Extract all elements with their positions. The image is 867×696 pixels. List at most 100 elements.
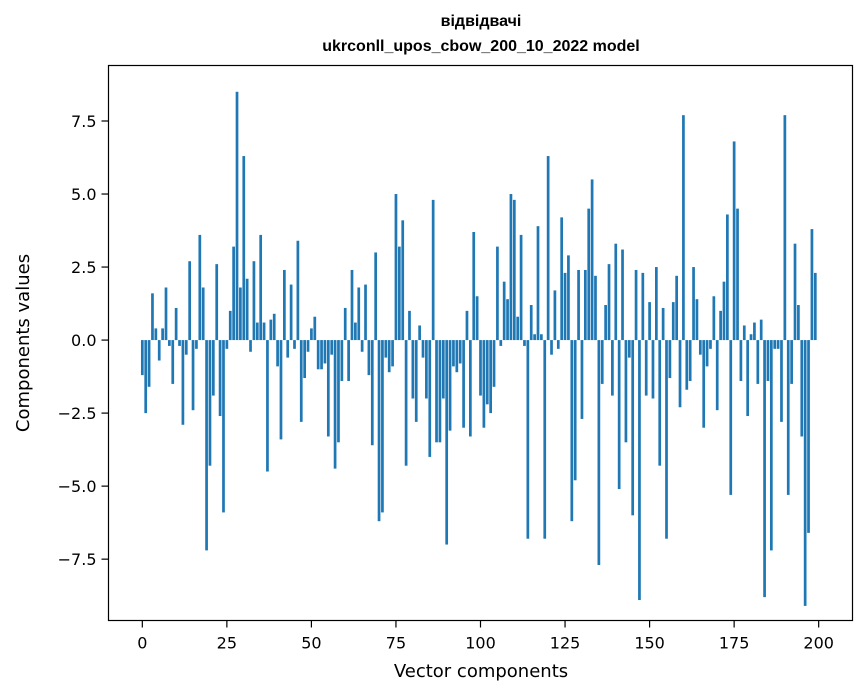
bar-35 xyxy=(259,234,263,341)
bar-141 xyxy=(617,340,621,490)
y-axis-label: Components values xyxy=(13,254,34,432)
bar-139 xyxy=(611,340,614,396)
bar-107 xyxy=(502,281,506,341)
bar-136 xyxy=(600,340,604,384)
bar-155 xyxy=(665,340,668,539)
bar-103 xyxy=(489,340,492,414)
bar-48 xyxy=(303,340,306,379)
bar-32 xyxy=(249,340,252,352)
bar-18 xyxy=(201,287,205,341)
bar-81 xyxy=(414,340,418,422)
bar-137 xyxy=(604,305,607,341)
bar-30 xyxy=(242,156,246,341)
bar-89 xyxy=(441,340,445,399)
x-tick-label: 150 xyxy=(634,634,665,653)
bar-115 xyxy=(529,305,533,341)
bar-191 xyxy=(786,340,790,495)
x-axis-label: Vector components xyxy=(394,661,568,682)
bar-102 xyxy=(485,340,489,405)
bar-173 xyxy=(726,214,729,341)
bar-34 xyxy=(255,322,259,341)
bar-194 xyxy=(797,305,800,341)
bar-144 xyxy=(627,340,631,358)
bar-80 xyxy=(411,340,415,399)
bar-23 xyxy=(218,340,222,417)
bar-189 xyxy=(780,340,783,422)
bar-172 xyxy=(722,281,726,341)
bar-60 xyxy=(343,307,347,341)
x-tick-label: 200 xyxy=(803,634,834,653)
bar-157 xyxy=(671,302,675,341)
bar-52 xyxy=(316,340,320,370)
bar-19 xyxy=(205,340,208,551)
bar-86 xyxy=(431,199,435,341)
bar-11 xyxy=(178,340,181,346)
bar-165 xyxy=(698,340,702,355)
bar-77 xyxy=(401,220,405,341)
bar-178 xyxy=(742,325,746,341)
bar-74 xyxy=(391,340,394,367)
bar-42 xyxy=(283,269,286,341)
bar-75 xyxy=(394,194,398,341)
bar-108 xyxy=(506,299,509,341)
bar-149 xyxy=(644,340,648,396)
bar-47 xyxy=(299,340,303,422)
x-tick-label: 100 xyxy=(465,634,496,653)
bar-5 xyxy=(157,340,161,361)
bar-180 xyxy=(749,334,753,341)
bar-1 xyxy=(144,340,148,414)
bar-63 xyxy=(354,322,357,341)
y-tick-label: −2.5 xyxy=(58,404,97,423)
bar-128 xyxy=(573,340,577,481)
bar-167 xyxy=(705,340,709,367)
bar-126 xyxy=(567,255,570,341)
bar-160 xyxy=(682,115,685,341)
bar-24 xyxy=(222,340,225,513)
bar-62 xyxy=(350,269,354,341)
bar-88 xyxy=(438,340,442,443)
bar-119 xyxy=(543,340,547,539)
y-tick-label: 5.0 xyxy=(71,185,96,204)
bar-39 xyxy=(272,313,276,341)
bar-184 xyxy=(763,340,766,598)
bar-163 xyxy=(692,267,695,341)
bar-57 xyxy=(333,340,337,469)
bar-199 xyxy=(813,272,817,341)
bar-188 xyxy=(776,340,780,349)
bar-183 xyxy=(759,319,763,341)
bar-85 xyxy=(428,340,432,457)
bar-9 xyxy=(171,340,175,384)
bar-145 xyxy=(631,340,635,516)
bar-123 xyxy=(556,340,560,349)
bar-196 xyxy=(803,340,807,606)
y-axis-ticks: 7.5 5.0 2.5 0.0 −2.5 −5.0 −7.5 xyxy=(58,112,109,569)
bar-195 xyxy=(800,340,804,437)
bar-152 xyxy=(655,267,658,341)
bar-92 xyxy=(452,340,455,367)
bar-154 xyxy=(661,307,665,341)
bar-171 xyxy=(719,310,722,341)
bar-100 xyxy=(479,340,482,396)
bar-142 xyxy=(621,249,624,341)
bar-36 xyxy=(262,322,266,341)
bar-105 xyxy=(496,246,499,341)
bar-146 xyxy=(634,269,638,341)
x-tick-label: 175 xyxy=(719,634,750,653)
bar-66 xyxy=(364,284,367,341)
bar-198 xyxy=(810,229,814,341)
bar-26 xyxy=(228,310,232,341)
bar-193 xyxy=(793,243,797,341)
x-tick-label: 75 xyxy=(386,634,406,653)
bar-168 xyxy=(709,340,712,349)
bar-20 xyxy=(208,340,212,466)
bar-69 xyxy=(374,252,378,341)
bar-151 xyxy=(651,340,655,399)
bar-131 xyxy=(583,269,587,341)
y-tick-label: −5.0 xyxy=(58,477,97,496)
bar-129 xyxy=(577,269,580,341)
bar-118 xyxy=(540,334,543,341)
x-tick-label: 25 xyxy=(217,634,237,653)
bar-124 xyxy=(560,217,564,341)
bar-25 xyxy=(225,340,229,349)
bar-166 xyxy=(702,340,706,428)
